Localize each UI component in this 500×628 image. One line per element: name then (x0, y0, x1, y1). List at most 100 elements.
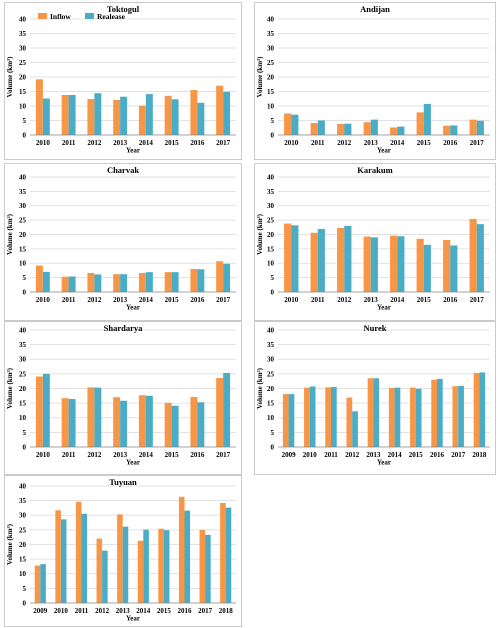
bar-realease-2018 (225, 507, 232, 603)
y-tick-label: 10 (19, 260, 27, 268)
bar-inflow-2011 (61, 94, 69, 135)
y-tick-label: 10 (19, 102, 27, 110)
x-tick-label: 2012 (337, 139, 352, 147)
bar-inflow-2014 (390, 235, 398, 292)
y-tick-label: 40 (267, 326, 275, 334)
legend: Inflow Realease (38, 12, 126, 21)
y-axis-label: Volume (km³) (6, 367, 14, 409)
x-tick-label: 2011 (62, 296, 76, 304)
y-tick-label: 35 (267, 30, 275, 38)
bar-realease-2010 (42, 271, 50, 293)
bar-realease-2017 (476, 224, 484, 292)
bar-realease-2016 (450, 125, 458, 135)
bar-realease-2015 (423, 103, 431, 135)
bar-realease-2014 (397, 236, 405, 292)
bar-inflow-2016 (178, 496, 185, 603)
y-tick-label: 25 (267, 59, 275, 67)
bar-realease-2011 (68, 276, 76, 292)
y-tick-label: 30 (19, 356, 27, 364)
y-axis-label: Volume (km³) (256, 367, 264, 409)
y-tick-label: 35 (267, 188, 275, 196)
y-tick-label: 10 (267, 414, 275, 422)
bar-inflow-2010 (284, 223, 292, 292)
bar-inflow-2017 (469, 119, 477, 135)
bar-inflow-2011 (75, 501, 82, 603)
bar-inflow-2015 (164, 272, 172, 292)
bar-inflow-2015 (416, 238, 424, 292)
y-tick-label: 25 (19, 526, 27, 534)
bar-inflow-2017 (216, 377, 224, 447)
y-tick-label: 35 (19, 30, 27, 38)
y-tick-label: 25 (267, 370, 275, 378)
y-tick-label: 20 (19, 231, 27, 239)
y-tick-label: 0 (23, 131, 27, 139)
x-tick-label: 2012 (345, 451, 360, 459)
bar-realease-2011 (317, 120, 325, 135)
bar-realease-2011 (68, 94, 76, 135)
x-tick-label: 2011 (324, 451, 338, 459)
y-tick-label: 5 (23, 274, 27, 282)
x-tick-label: 2014 (136, 607, 151, 615)
bar-inflow-2012 (96, 538, 103, 603)
y-tick-label: 25 (267, 217, 275, 225)
y-tick-label: 0 (271, 443, 275, 451)
bar-realease-2012 (94, 274, 102, 292)
x-tick-label: 2010 (36, 451, 51, 459)
bar-inflow-2009 (282, 394, 289, 447)
x-tick-label: 2012 (95, 607, 110, 615)
legend-swatch-release (85, 13, 94, 19)
y-tick-label: 10 (19, 570, 27, 578)
bar-realease-2009 (40, 564, 46, 603)
x-tick-label: 2011 (75, 607, 89, 615)
y-tick-label: 20 (19, 541, 27, 549)
bar-realease-2015 (163, 530, 170, 603)
bar-inflow-2010 (35, 265, 43, 292)
x-tick-label: 2014 (390, 139, 405, 147)
bar-inflow-2010 (35, 79, 43, 135)
y-tick-label: 20 (19, 385, 27, 393)
bar-inflow-2012 (87, 387, 95, 447)
y-axis-label: Volume (km³) (6, 56, 14, 98)
bar-realease-2014 (143, 529, 149, 603)
bar-realease-2016 (450, 245, 458, 292)
bar-realease-2013 (120, 400, 128, 447)
bar-inflow-2013 (117, 514, 123, 603)
bar-realease-2013 (370, 119, 378, 135)
x-tick-label: 2013 (364, 139, 379, 147)
chart-karakum: 0 5 10 15 20 25 30 35 40 2010 2011 2012 2013 2014 2015… (254, 163, 496, 321)
x-tick-label: 2010 (284, 296, 299, 304)
y-tick-label: 0 (23, 288, 27, 296)
bar-inflow-2013 (367, 378, 374, 447)
x-tick-label: 2013 (113, 296, 128, 304)
bar-inflow-2010 (304, 387, 310, 447)
x-tick-label: 2012 (337, 296, 352, 304)
x-tick-label: 2010 (303, 451, 318, 459)
bar-inflow-2015 (164, 402, 172, 447)
x-tick-label: 2015 (157, 607, 172, 615)
bar-realease-2013 (370, 237, 378, 293)
y-tick-label: 20 (267, 385, 275, 393)
bar-realease-2014 (145, 395, 153, 447)
bar-realease-2011 (331, 387, 337, 447)
y-tick-label: 5 (23, 585, 27, 593)
x-tick-label: 2011 (62, 139, 76, 147)
bar-inflow-2013 (363, 236, 371, 292)
y-tick-label: 25 (19, 370, 27, 378)
bar-realease-2011 (81, 513, 88, 603)
y-tick-label: 30 (267, 44, 275, 52)
y-tick-label: 5 (23, 117, 27, 125)
y-tick-label: 30 (19, 44, 27, 52)
y-tick-label: 30 (19, 202, 27, 210)
bar-realease-2010 (291, 114, 299, 135)
bar-inflow-2014 (138, 273, 146, 292)
y-tick-label: 35 (19, 188, 27, 196)
bar-inflow-2013 (113, 99, 121, 135)
y-tick-label: 5 (23, 429, 27, 437)
y-tick-label: 0 (271, 131, 275, 139)
x-axis-label: Year (377, 147, 391, 155)
bar-realease-2016 (197, 102, 205, 135)
bar-inflow-2010 (284, 113, 292, 135)
x-tick-label: 2017 (470, 296, 485, 304)
bar-inflow-2017 (452, 386, 459, 447)
